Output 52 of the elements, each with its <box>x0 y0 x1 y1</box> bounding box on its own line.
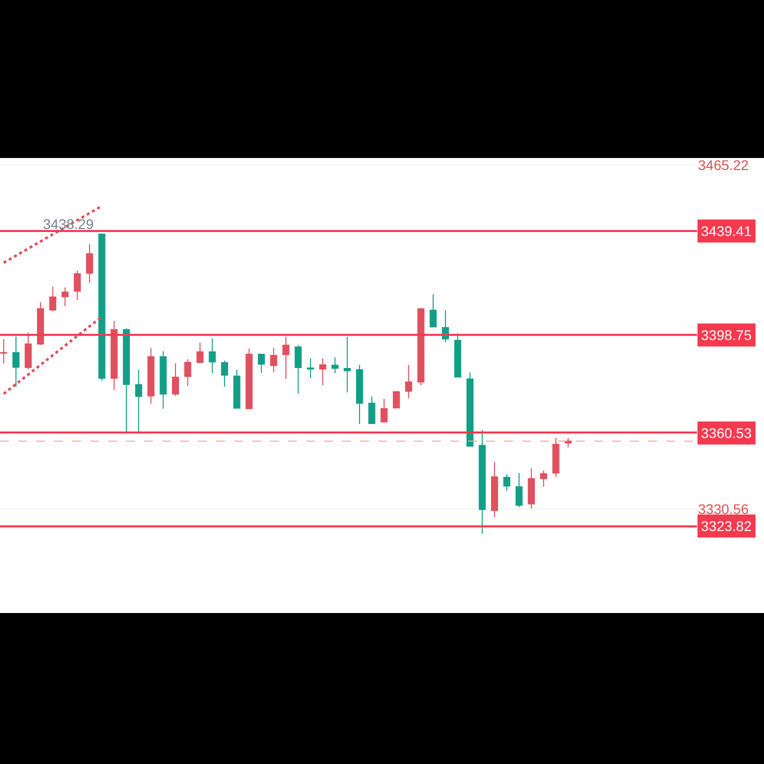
candlestick <box>516 472 523 508</box>
candlestick <box>270 347 278 373</box>
ref-line-label: 3439.41 <box>701 223 752 239</box>
y-tick-label: 3330.56 <box>698 501 749 518</box>
candlestick <box>36 302 44 346</box>
candlestick <box>380 398 388 423</box>
candlestick <box>184 358 192 386</box>
candlestick <box>430 294 437 328</box>
ref-line-label: 3323.82 <box>701 518 752 534</box>
candlestick <box>172 362 179 396</box>
candlestick <box>528 468 535 510</box>
candlestick <box>356 364 364 424</box>
candlestick <box>392 390 400 409</box>
candlestick <box>110 320 118 390</box>
candlestick <box>466 372 474 448</box>
candlestick <box>208 338 216 374</box>
candlestick <box>454 332 462 378</box>
ref-line-label: 3398.75 <box>701 327 752 343</box>
candlestick <box>552 438 560 478</box>
candlestick <box>282 336 290 380</box>
candlestick <box>540 470 548 488</box>
candlestick <box>122 328 130 434</box>
candlestick <box>368 396 376 424</box>
candlestick <box>233 369 240 409</box>
candlestick <box>417 308 424 386</box>
candlestick <box>319 358 326 386</box>
candlestick <box>503 474 510 492</box>
candlestick <box>147 348 154 404</box>
candlestick <box>564 438 572 448</box>
candlestick <box>74 270 81 301</box>
candlestick <box>405 364 412 399</box>
candlestick <box>246 348 253 410</box>
candlestick <box>196 342 204 364</box>
candlestick <box>98 233 106 382</box>
candlestick <box>478 429 486 534</box>
candlestick <box>221 360 228 388</box>
candlestick <box>86 244 94 284</box>
candlestick <box>49 286 56 312</box>
candlestick <box>332 357 339 374</box>
candlestick <box>491 461 498 518</box>
candlestick <box>344 336 351 394</box>
candlestick <box>0 338 8 364</box>
candlestick <box>62 287 69 307</box>
candlestick <box>160 350 167 410</box>
ref-line-label: 3360.53 <box>701 425 752 441</box>
candlestick <box>135 369 142 434</box>
candlestick <box>294 344 302 394</box>
candlestick <box>258 353 265 374</box>
y-tick-label: 3465.22 <box>698 157 749 173</box>
candlestick <box>24 332 32 370</box>
candlestick <box>12 336 20 388</box>
candlestick <box>306 358 314 378</box>
